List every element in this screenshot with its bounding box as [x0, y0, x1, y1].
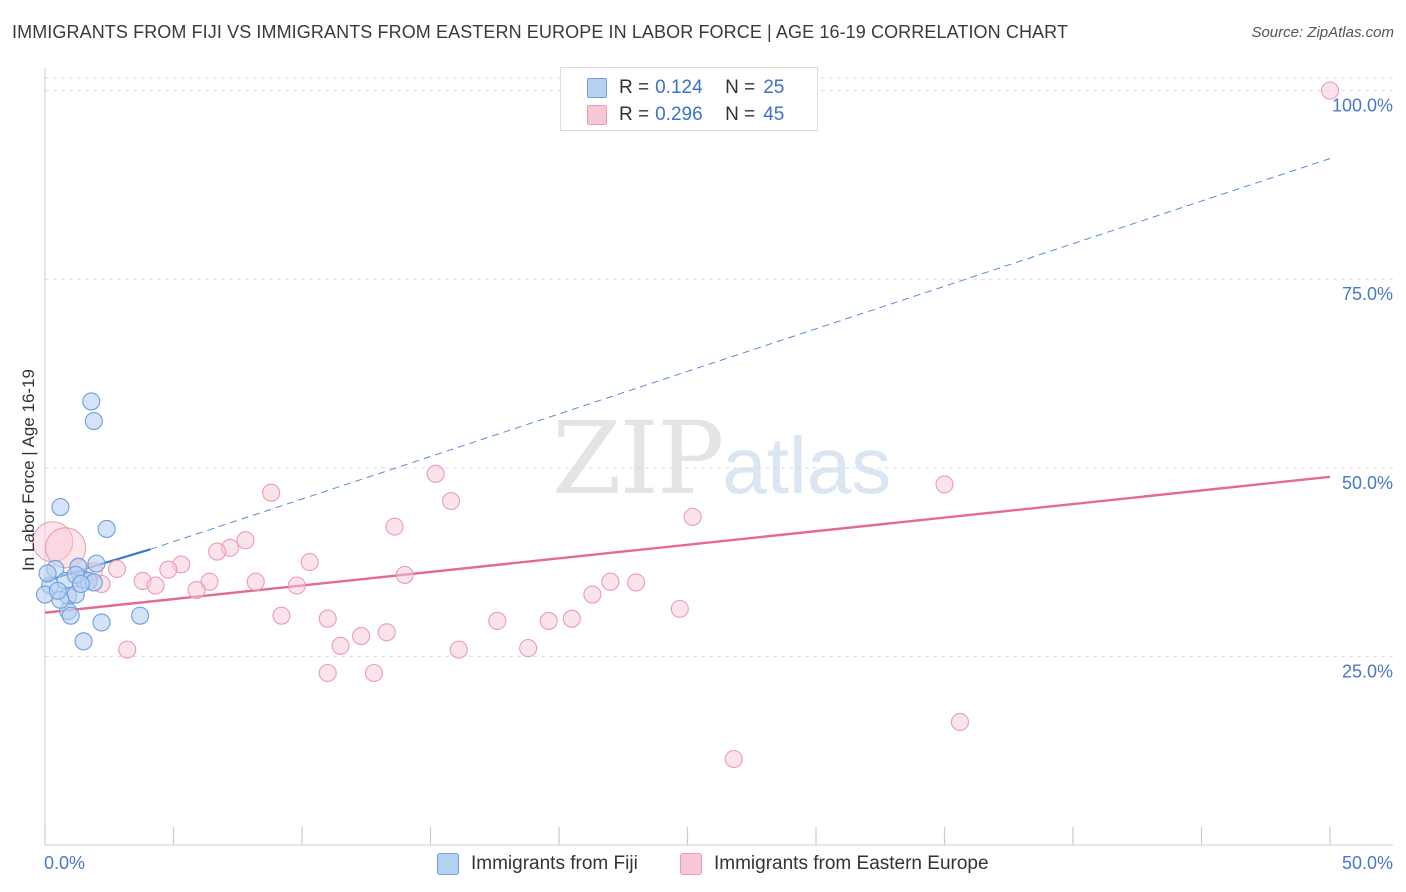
eastern-europe-point — [385, 517, 404, 536]
eastern-europe-point — [262, 483, 281, 502]
series-legend-fiji: Immigrants from Fiji — [437, 851, 638, 877]
fiji-trend-dashed — [150, 158, 1331, 550]
fiji-point — [131, 606, 150, 625]
legend-n-value-fiji: 25 — [763, 77, 785, 98]
fiji-point — [92, 613, 111, 632]
legend-row-eastern-europe: R = 0.296 N = 45 — [587, 102, 784, 128]
fiji-swatch-icon — [587, 78, 607, 98]
legend-n-value-eastern-europe: 45 — [763, 104, 785, 125]
eastern-europe-point — [935, 475, 954, 494]
eastern-europe-point — [724, 749, 743, 769]
eastern-europe-legend-icon — [680, 853, 702, 875]
eastern-europe-point — [601, 572, 620, 591]
eastern-europe-point — [583, 585, 602, 604]
y-axis-label: In Labor Force | Age 16-19 — [19, 369, 38, 571]
eastern-europe-point — [488, 611, 507, 631]
y-tick-label: 25.0% — [1342, 661, 1393, 681]
eastern-europe-point — [118, 640, 137, 659]
eastern-europe-point — [449, 640, 468, 659]
eastern-europe-swatch-icon — [587, 105, 607, 125]
eastern-europe-point — [287, 576, 306, 595]
fiji-legend-icon — [437, 853, 459, 875]
eastern-europe-point — [318, 663, 337, 683]
y-tick-label: 75.0% — [1342, 284, 1393, 304]
series-legend-fiji-label: Immigrants from Fiji — [471, 853, 638, 874]
eastern-europe-point — [670, 599, 689, 618]
eastern-europe-point — [395, 565, 414, 584]
correlation-legend: R = 0.124 N = 25 R = 0.296 N = 45 — [560, 67, 818, 131]
watermark: ZIPatlas — [552, 400, 891, 517]
eastern-europe-point — [352, 626, 371, 646]
x-tick-label-max: 50.0% — [1342, 853, 1393, 873]
eastern-europe-point — [200, 572, 219, 591]
fiji-point — [51, 497, 70, 517]
legend-n-label: N = — [725, 104, 756, 125]
watermark-zip: ZIP — [552, 400, 724, 517]
eastern-europe-point — [519, 639, 538, 658]
eastern-europe-point — [300, 553, 319, 572]
legend-r-value-eastern-europe: 0.296 — [655, 104, 703, 125]
axis-labels: In Labor Force | Age 16-19 0.0% 50.0% 25… — [19, 96, 1393, 873]
series-legend-eastern-europe-label: Immigrants from Eastern Europe — [714, 853, 989, 874]
fiji-point — [48, 581, 67, 600]
eastern-europe-point — [318, 609, 337, 628]
eastern-europe-point — [562, 609, 581, 628]
fiji-point — [97, 519, 116, 538]
eastern-europe-point — [107, 559, 127, 578]
fiji-point — [71, 574, 91, 594]
legend-r-label: R = — [619, 104, 650, 125]
legend-n-label: N = — [725, 77, 756, 98]
eastern-europe-point — [539, 611, 558, 631]
watermark-atlas: atlas — [722, 421, 892, 510]
eastern-europe-point — [683, 507, 702, 526]
eastern-europe-point — [236, 531, 255, 550]
fiji-point — [82, 392, 101, 411]
eastern-europe-point — [627, 573, 646, 592]
legend-r-value-fiji: 0.124 — [655, 77, 703, 98]
eastern-europe-point — [1320, 81, 1340, 100]
fiji-point — [74, 632, 93, 651]
eastern-europe-point — [364, 663, 384, 683]
fiji-point — [84, 411, 103, 431]
series-legend-eastern-europe: Immigrants from Eastern Europe — [680, 851, 989, 877]
eastern-europe-point — [146, 576, 165, 595]
eastern-europe-point — [331, 636, 350, 655]
y-tick-label: 50.0% — [1342, 473, 1393, 493]
legend-r-label: R = — [619, 77, 650, 98]
eastern-europe-point — [45, 527, 87, 569]
axes — [44, 68, 1393, 846]
legend-row-fiji: R = 0.124 N = 25 — [587, 75, 784, 101]
source-label: Source: ZipAtlas.com — [1251, 24, 1394, 41]
x-tick-label-min: 0.0% — [44, 853, 85, 873]
eastern-europe-point — [426, 464, 445, 483]
eastern-europe-point — [377, 623, 396, 642]
eastern-europe-point — [159, 560, 178, 579]
fiji-point — [61, 606, 80, 625]
eastern-europe-point — [950, 712, 969, 732]
fiji-point — [38, 564, 57, 583]
chart-title: IMMIGRANTS FROM FIJI VS IMMIGRANTS FROM … — [12, 22, 1069, 42]
eastern-europe-point — [187, 580, 206, 600]
eastern-europe-point — [442, 491, 461, 511]
y-tick-label: 100.0% — [1332, 96, 1393, 116]
fiji-point — [87, 554, 106, 573]
eastern-europe-point — [246, 572, 265, 591]
grid-lines — [45, 77, 1393, 657]
eastern-europe-point — [272, 606, 291, 625]
eastern-europe-point — [208, 542, 227, 561]
data-points — [32, 81, 1340, 769]
